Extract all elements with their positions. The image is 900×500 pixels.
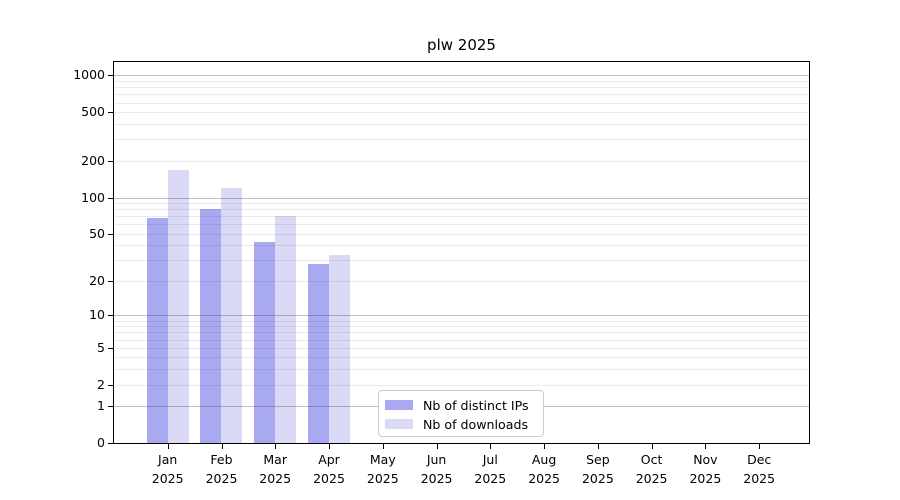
gridline-20 bbox=[114, 281, 809, 282]
y-tick-mark bbox=[108, 75, 113, 77]
y-tick-mark bbox=[108, 443, 113, 444]
x-tick-label-aug: Aug 2025 bbox=[528, 452, 560, 486]
gridline-2 bbox=[114, 384, 809, 386]
gridline-300 bbox=[114, 139, 809, 141]
x-tick-label-feb: Feb 2025 bbox=[205, 452, 238, 486]
y-tick-label-500: 500 bbox=[81, 104, 105, 120]
x-tick-mark-apr bbox=[329, 444, 330, 449]
gridline-70 bbox=[114, 216, 809, 218]
gridline-500 bbox=[114, 112, 809, 114]
y-tick-mark bbox=[108, 406, 113, 408]
y-tick-label-200: 200 bbox=[81, 152, 105, 168]
y-tick-label-50: 50 bbox=[89, 225, 105, 241]
legend-label-downloads: Nb of downloads bbox=[423, 416, 529, 432]
gridline-6 bbox=[114, 339, 809, 341]
gridline-700 bbox=[114, 94, 809, 96]
bar-jan-distinct-ips bbox=[146, 217, 168, 443]
bar-jan-downloads bbox=[167, 170, 189, 443]
bar-apr-distinct-ips bbox=[308, 263, 329, 443]
bar-mar-distinct-ips bbox=[254, 241, 276, 443]
legend-item-distinct-ips: Nb of distinct IPs bbox=[385, 396, 535, 414]
legend-item-downloads: Nb of downloads bbox=[385, 415, 535, 433]
bar-mar-downloads bbox=[275, 216, 297, 443]
x-tick-label-oct: Oct 2025 bbox=[635, 452, 668, 486]
y-tick-label-2: 2 bbox=[97, 376, 105, 392]
gridline-8 bbox=[114, 326, 809, 328]
y-tick-label-20: 20 bbox=[89, 273, 105, 288]
bar-feb-distinct-ips bbox=[200, 208, 222, 443]
y-tick-mark bbox=[108, 160, 113, 162]
gridline-200 bbox=[114, 160, 809, 162]
legend-swatch-downloads bbox=[385, 419, 413, 429]
gridline-60 bbox=[114, 224, 809, 226]
plot-area bbox=[113, 61, 810, 444]
x-tick-mark-aug bbox=[544, 444, 546, 449]
legend-swatch-distinct-ips bbox=[385, 400, 413, 410]
x-tick-label-jun: Jun 2025 bbox=[420, 452, 453, 486]
y-tick-label-10: 10 bbox=[89, 307, 105, 323]
y-tick-mark bbox=[108, 347, 113, 349]
gridline-7 bbox=[114, 332, 809, 334]
gridline-600 bbox=[114, 102, 809, 104]
y-tick-mark bbox=[108, 233, 113, 235]
x-tick-mark-may bbox=[382, 444, 384, 449]
gridline-3 bbox=[114, 369, 809, 371]
bar-apr-downloads bbox=[329, 255, 350, 443]
x-tick-label-dec: Dec 2025 bbox=[743, 452, 776, 486]
y-tick-label-0: 0 bbox=[97, 435, 105, 450]
x-tick-mark-oct bbox=[651, 444, 653, 449]
x-tick-mark-jun bbox=[436, 444, 438, 449]
gridline-80 bbox=[114, 209, 809, 211]
y-tick-mark bbox=[108, 281, 113, 282]
x-tick-mark-dec bbox=[759, 444, 761, 449]
legend-label-distinct-ips: Nb of distinct IPs bbox=[423, 397, 529, 413]
y-tick-mark bbox=[108, 112, 113, 114]
x-tick-label-nov: Nov 2025 bbox=[689, 452, 722, 486]
chart-title: plw 2025 bbox=[427, 36, 496, 54]
y-tick-mark bbox=[108, 315, 113, 317]
y-tick-label-1000: 1000 bbox=[73, 67, 105, 83]
gridline-30 bbox=[114, 260, 809, 262]
gridline-1000 bbox=[114, 75, 809, 77]
legend: Nb of distinct IPs Nb of downloads bbox=[378, 390, 544, 437]
x-tick-mark-nov bbox=[705, 444, 707, 449]
gridline-90 bbox=[114, 203, 809, 204]
x-tick-label-may: May 2025 bbox=[366, 452, 399, 486]
bar-feb-downloads bbox=[221, 187, 243, 443]
gridline-5 bbox=[114, 347, 809, 349]
gridline-900 bbox=[114, 81, 809, 82]
gridline-100 bbox=[114, 197, 809, 199]
y-tick-label-5: 5 bbox=[97, 339, 105, 355]
gridline-10 bbox=[114, 315, 809, 317]
x-tick-mark-jan bbox=[167, 444, 169, 449]
bars-layer bbox=[114, 62, 809, 443]
x-tick-mark-mar bbox=[275, 444, 277, 449]
y-tick-label-1: 1 bbox=[97, 398, 105, 414]
x-tick-label-sep: Sep 2025 bbox=[581, 452, 614, 486]
y-tick-mark bbox=[108, 384, 113, 386]
x-tick-mark-sep bbox=[597, 444, 599, 449]
gridline-4 bbox=[114, 357, 809, 359]
x-tick-label-jul: Jul 2025 bbox=[474, 452, 507, 486]
gridline-50 bbox=[114, 233, 809, 235]
x-tick-label-apr: Apr 2025 bbox=[313, 452, 345, 486]
gridline-40 bbox=[114, 245, 809, 247]
grid-layer bbox=[114, 62, 809, 443]
x-tick-label-mar: Mar 2025 bbox=[259, 452, 292, 486]
gridline-800 bbox=[114, 87, 809, 89]
y-tick-label-100: 100 bbox=[81, 189, 105, 205]
x-tick-mark-feb bbox=[221, 444, 223, 449]
x-tick-label-jan: Jan 2025 bbox=[151, 452, 184, 486]
y-tick-mark bbox=[108, 197, 113, 199]
gridline-400 bbox=[114, 124, 809, 126]
x-tick-mark-jul bbox=[490, 444, 492, 449]
gridline-9 bbox=[114, 320, 809, 322]
